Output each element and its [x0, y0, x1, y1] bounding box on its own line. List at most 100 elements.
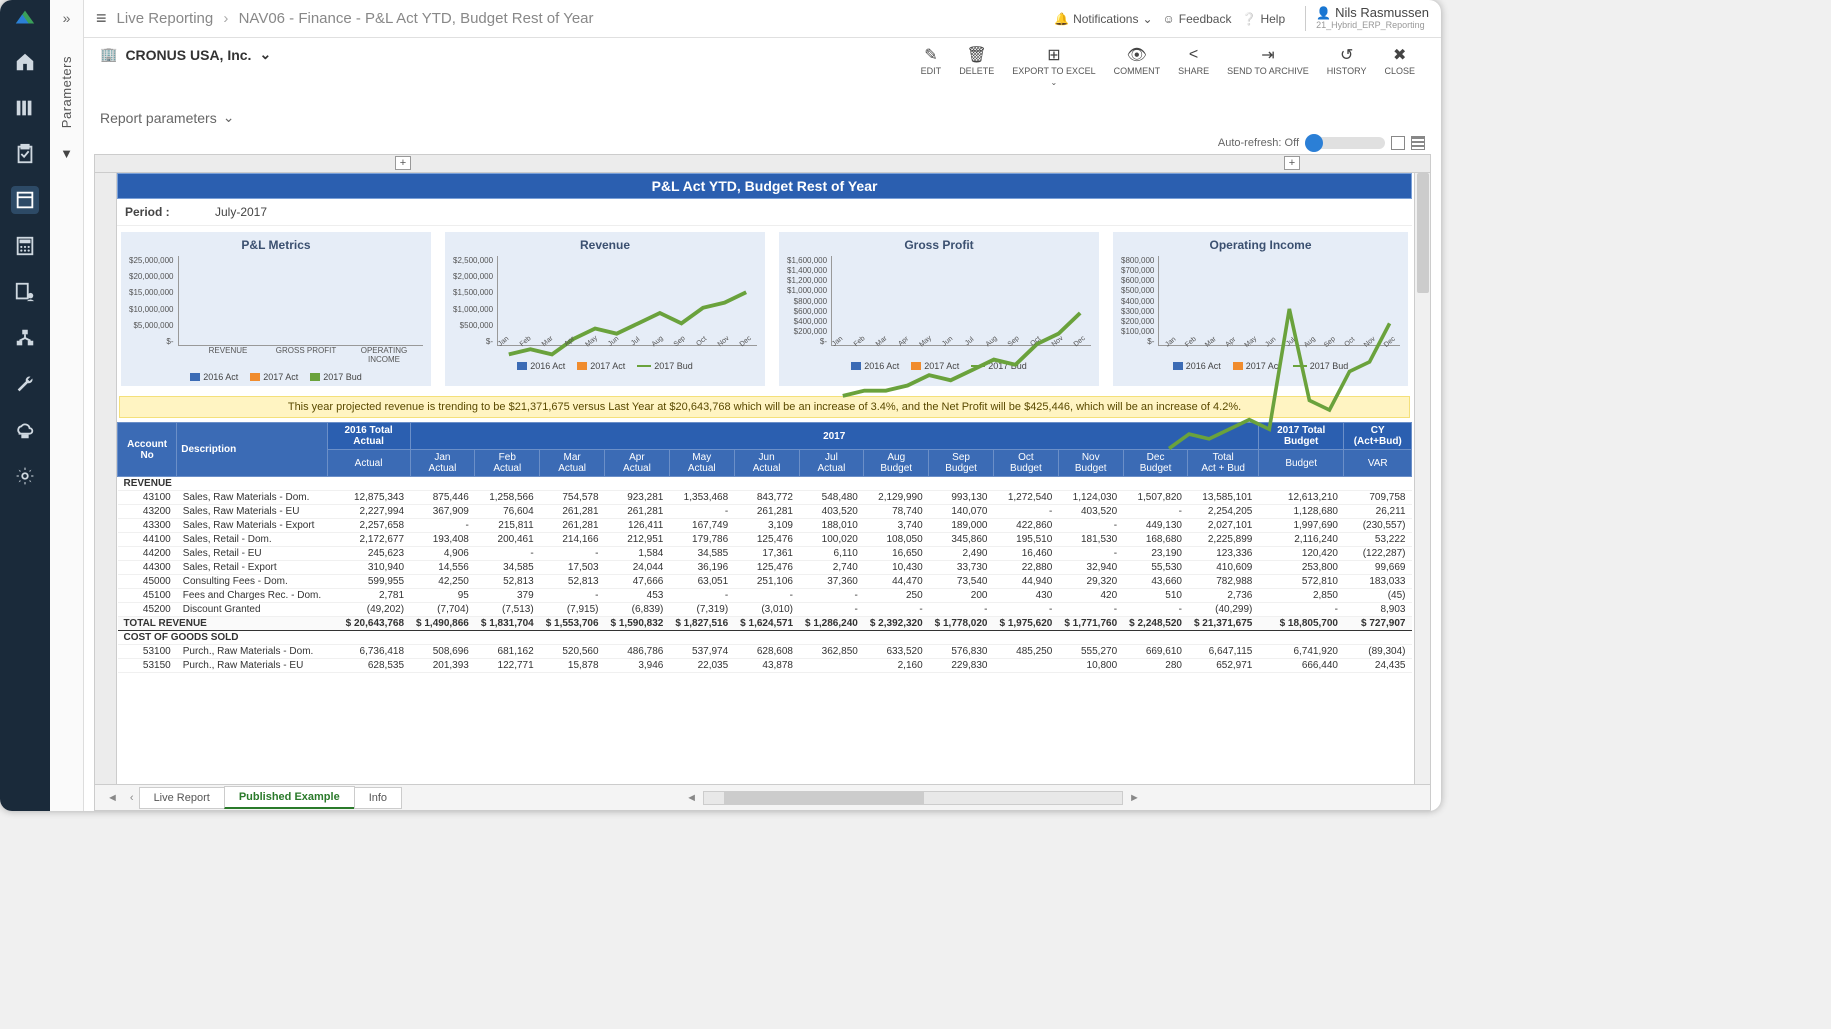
chart-legend: 2016 Act 2017 Act 2017 Bud — [787, 353, 1091, 371]
chart-revenue: Revenue $2,500,000$2,000,000$1,500,000$1… — [445, 232, 765, 386]
auto-refresh-row: Auto-refresh: Off — [84, 136, 1441, 154]
nav-home-icon[interactable] — [11, 48, 39, 76]
table-row: 43300Sales, Raw Materials - Export2,257,… — [118, 519, 1412, 533]
help-icon: ❔ — [1241, 12, 1256, 26]
outline-expand-right[interactable]: + — [1284, 156, 1300, 170]
smile-icon: ☺ — [1163, 12, 1175, 26]
feedback-button[interactable]: ☺Feedback — [1163, 12, 1232, 26]
help-button[interactable]: ❔Help — [1241, 12, 1285, 26]
export-excel-button[interactable]: ⊞EXPORT TO EXCEL⌄ — [1012, 46, 1095, 87]
nav-calculator-icon[interactable] — [11, 232, 39, 260]
action-toolbar: ✎EDIT 🗑DELETE ⊞EXPORT TO EXCEL⌄ 👁COMMENT… — [921, 46, 1425, 87]
sheet-tabs: ◄ ‹ Live Report Published Example Info ◄… — [95, 784, 1430, 810]
horizontal-scrollbar[interactable]: ◄ ► — [402, 791, 1424, 805]
chart-legend: 2016 Act 2017 Act 2017 Bud — [129, 364, 423, 382]
period-label: Period : — [125, 205, 215, 219]
filter-icon[interactable]: ▼ — [60, 146, 73, 161]
company-selector[interactable]: 🏢 CRONUS USA, Inc. ⌄ — [100, 46, 271, 63]
nav-tools-icon[interactable] — [11, 370, 39, 398]
params-expand-icon[interactable]: » — [63, 10, 71, 26]
projection-banner: This year projected revenue is trending … — [119, 396, 1410, 418]
clock-icon: ↺ — [1340, 46, 1353, 64]
share-icon: < — [1189, 46, 1198, 64]
archive-icon: ⇥ — [1261, 46, 1274, 64]
notifications-button[interactable]: 🔔Notifications ⌄ — [1054, 12, 1152, 26]
user-name: Nils Rasmussen — [1335, 6, 1429, 20]
close-button[interactable]: ✖CLOSE — [1384, 46, 1415, 87]
report-title: P&L Act YTD, Budget Rest of Year — [117, 173, 1412, 199]
user-menu[interactable]: 👤Nils Rasmussen 21_Hybrid_ERP_Reporting — [1305, 6, 1429, 30]
tab-nav-first[interactable]: ◄ — [101, 792, 124, 804]
comment-button[interactable]: 👁COMMENT — [1114, 46, 1161, 87]
table-row: 45000Consulting Fees - Dom.599,95542,250… — [118, 575, 1412, 589]
vertical-scrollbar[interactable] — [1414, 173, 1430, 784]
chevron-down-icon: ⌄ — [223, 109, 235, 126]
archive-button[interactable]: ⇥SEND TO ARCHIVE — [1227, 46, 1309, 87]
user-icon: 👤 — [1316, 7, 1331, 20]
nav-settings-icon[interactable] — [11, 462, 39, 490]
pl-table: Account NoDescription 2016 Total Actual … — [117, 422, 1412, 673]
eye-icon: 👁 — [1127, 46, 1147, 64]
pencil-icon: ✎ — [924, 46, 937, 64]
row-outline-bar — [95, 173, 117, 784]
table-row: 53100Purch., Raw Materials - Dom.6,736,4… — [118, 645, 1412, 659]
outline-expand-left[interactable]: + — [395, 156, 411, 170]
nav-report-icon[interactable] — [11, 186, 39, 214]
spreadsheet-area: + + P&L Act YTD, Budget Rest of Year Per… — [94, 154, 1431, 811]
breadcrumb-root[interactable]: Live Reporting — [117, 10, 214, 27]
chart-operating-income: Operating Income $800,000$700,000$600,00… — [1113, 232, 1408, 386]
close-icon: ✖ — [1393, 46, 1406, 64]
trash-icon: 🗑 — [967, 46, 987, 64]
share-button[interactable]: <SHARE — [1178, 46, 1209, 87]
tab-nav-prev[interactable]: ‹ — [124, 792, 140, 804]
table-row: 43100Sales, Raw Materials - Dom.12,875,3… — [118, 491, 1412, 505]
params-label: Parameters — [59, 56, 74, 128]
chevron-down-icon: ⌄ — [259, 46, 271, 63]
nav-cloud-icon[interactable] — [11, 416, 39, 444]
auto-refresh-toggle[interactable] — [1305, 137, 1385, 149]
chart-legend: 2016 Act 2017 Act 2017 Bud — [453, 353, 757, 371]
parameters-strip: » Parameters ▼ — [50, 0, 84, 811]
bell-icon: 🔔 — [1054, 12, 1069, 26]
auto-refresh-label: Auto-refresh: Off — [1218, 137, 1299, 149]
nav-doc-user-icon[interactable] — [11, 278, 39, 306]
menu-icon[interactable]: ≡ — [96, 8, 107, 29]
chart-legend: 2016 Act 2017 Act 2017 Bud — [1121, 353, 1400, 371]
nav-clipboard-icon[interactable] — [11, 140, 39, 168]
table-section-header: COST OF GOODS SOLD — [118, 631, 1412, 645]
tab-live-report[interactable]: Live Report — [139, 787, 225, 809]
breadcrumb-page: NAV06 - Finance - P&L Act YTD, Budget Re… — [239, 10, 594, 27]
period-row: Period : July-2017 — [117, 199, 1412, 226]
nav-workflow-icon[interactable] — [11, 324, 39, 352]
company-name: CRONUS USA, Inc. — [125, 47, 251, 63]
delete-button[interactable]: 🗑DELETE — [959, 46, 994, 87]
popout-icon[interactable] — [1391, 136, 1405, 150]
top-bar: ≡ Live Reporting › NAV06 - Finance - P&L… — [84, 0, 1441, 38]
table-row: 45200Discount Granted(49,202)(7,704)(7,5… — [118, 603, 1412, 617]
period-value: July-2017 — [215, 205, 267, 219]
tab-info[interactable]: Info — [354, 787, 402, 809]
sheet-content[interactable]: P&L Act YTD, Budget Rest of Year Period … — [117, 173, 1430, 784]
history-button[interactable]: ↺HISTORY — [1327, 46, 1367, 87]
table-row: 44200Sales, Retail - EU245,6234,906--1,5… — [118, 547, 1412, 561]
breadcrumb: Live Reporting › NAV06 - Finance - P&L A… — [117, 10, 594, 27]
report-parameters-toggle[interactable]: Report parameters ⌄ — [84, 87, 1441, 136]
excel-icon: ⊞ — [1047, 46, 1060, 64]
table-row: 44100Sales, Retail - Dom.2,172,677193,40… — [118, 533, 1412, 547]
chart-gross-profit: Gross Profit $1,600,000$1,400,000$1,200,… — [779, 232, 1099, 386]
building-icon: 🏢 — [100, 46, 117, 63]
table-section-header: REVENUE — [118, 477, 1412, 491]
tab-published-example[interactable]: Published Example — [224, 786, 355, 809]
chart-pl-metrics: P&L Metrics $25,000,000$20,000,000$15,00… — [121, 232, 431, 386]
table-row: 44300Sales, Retail - Export310,94014,556… — [118, 561, 1412, 575]
charts-row: P&L Metrics $25,000,000$20,000,000$15,00… — [117, 226, 1412, 392]
table-row: 45100Fees and Charges Rec. - Dom.2,78195… — [118, 589, 1412, 603]
table-row: 53150Purch., Raw Materials - EU628,53520… — [118, 659, 1412, 673]
left-nav — [0, 0, 50, 811]
edit-button[interactable]: ✎EDIT — [921, 46, 942, 87]
grid-icon[interactable] — [1411, 136, 1425, 150]
column-outline-bar: + + — [95, 155, 1430, 173]
nav-library-icon[interactable] — [11, 94, 39, 122]
app-logo-icon — [11, 6, 39, 30]
table-row: 43200Sales, Raw Materials - EU2,227,9943… — [118, 505, 1412, 519]
